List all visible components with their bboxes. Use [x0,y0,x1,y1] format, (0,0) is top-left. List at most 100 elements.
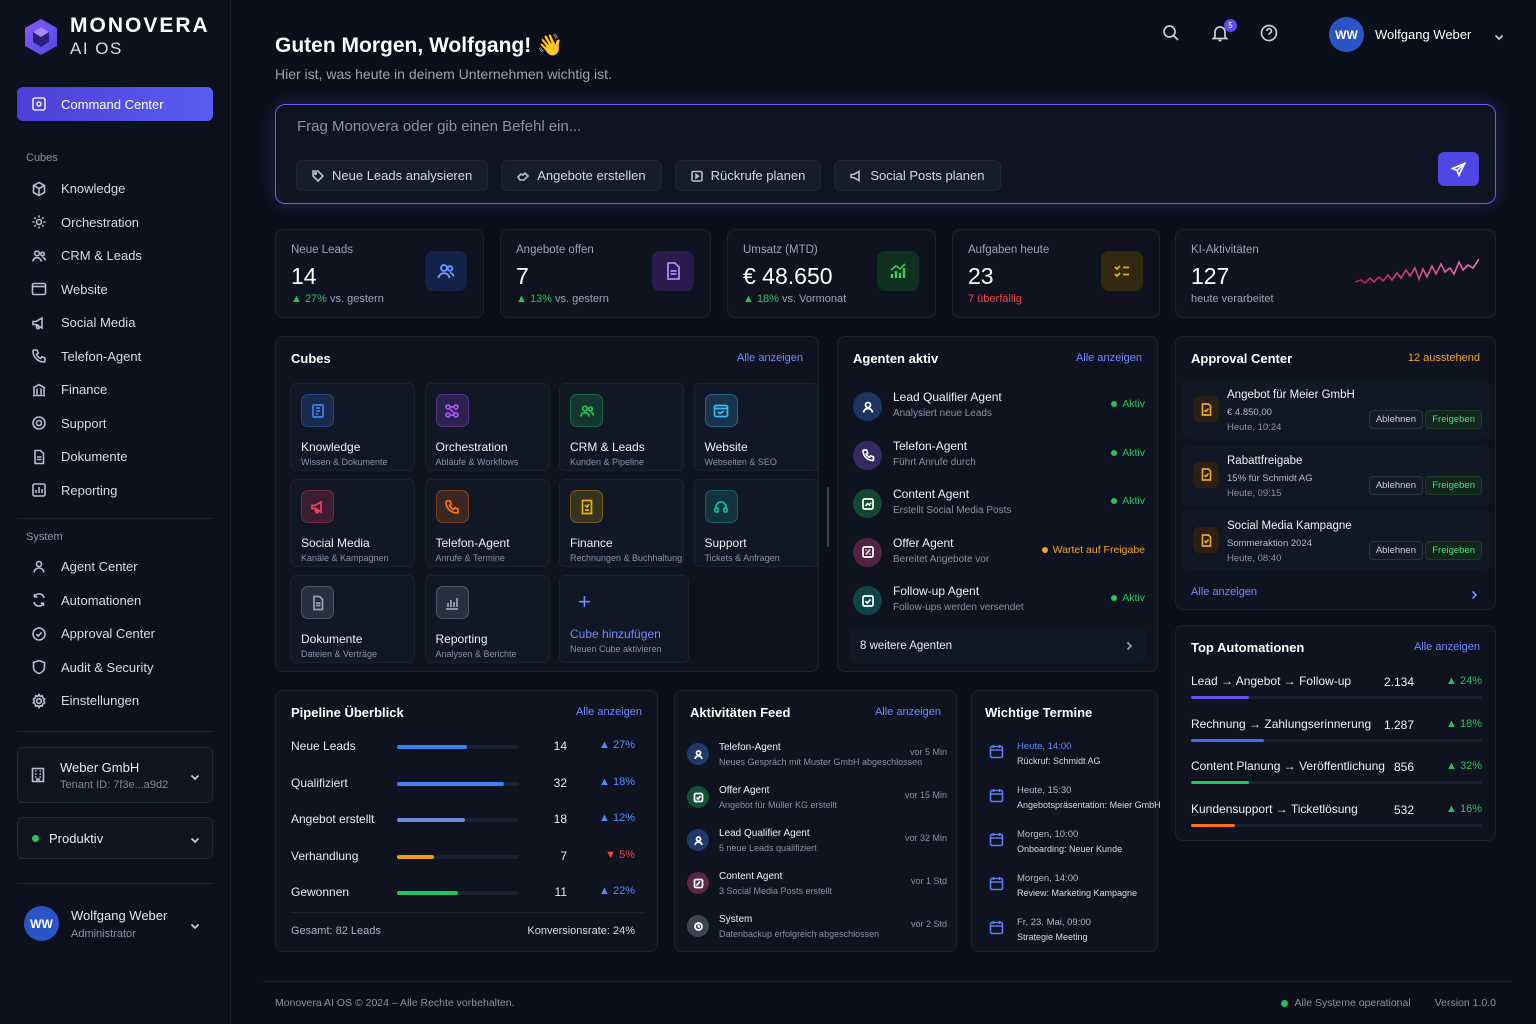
agent-icon [853,537,882,567]
nav-knowledge[interactable]: Knowledge [17,172,213,206]
reject-button[interactable]: Ablehnen [1368,541,1423,560]
pipeline-show-all-link[interactable]: Alle anzeigen [575,706,642,718]
reject-button[interactable]: Ablehnen [1368,475,1423,495]
notification-bell-icon[interactable]: 5 [1211,19,1237,44]
search-icon[interactable] [1162,24,1182,44]
approval-item[interactable]: Social Media Kampagne Sommeraktion 2024 … [1182,511,1490,570]
approve-button[interactable]: Freigeben [1425,475,1482,495]
brand-logo[interactable]: MONOVERA AI OS [24,14,210,60]
nav-audit-security[interactable]: Audit & Security [17,651,213,685]
feed-item[interactable]: System Datenbackup erfolgreich abgeschlo… [687,911,947,951]
agent-row[interactable]: Offer Agent Bereitet Angebote vor Wartet… [853,533,1145,577]
reject-button[interactable]: Ablehnen [1368,410,1423,429]
kpi-card-revenue[interactable]: Umsatz (MTD) € 48.650 ▲ 18% vs. Vormonat [727,229,936,318]
pipeline-stage-row[interactable]: Verhandlung 7 ▼ 5% [291,847,637,867]
users-icon [31,248,47,264]
chip-analyze-leads[interactable]: Neue Leads analysieren [296,160,489,191]
panel-title: Agenten aktiv [853,351,939,366]
kpi-card-ai-activities[interactable]: KI-Aktivitäten 127 heute verarbeitet [1175,229,1496,318]
chip-label: Social Posts planen [870,168,985,183]
appointment-item[interactable]: Heute, 14:00 Rückruf: Schmidt AG [989,739,1159,779]
chip-label: Rückrufe planen [710,168,806,183]
feed-item[interactable]: Offer Agent Angebot für Müller KG erstel… [687,782,947,822]
chip-plan-social-posts[interactable]: Social Posts planen [834,160,1001,191]
pipeline-stage-row[interactable]: Qualifiziert 32 ▲ 18% [291,774,637,794]
automations-show-all-link[interactable]: Alle anzeigen [1413,641,1480,653]
nav-automationen[interactable]: Automationen [17,584,213,618]
nav-dokumente[interactable]: Dokumente [17,440,213,474]
appointment-item[interactable]: Morgen, 10:00 Onboarding: Neuer Kunde [989,827,1159,867]
nav-website[interactable]: Website [17,273,213,307]
automation-row[interactable]: Content Planung → Veröffentlichung 856 ▲… [1191,759,1482,799]
agent-row[interactable]: Telefon-Agent Führt Anrufe durch Aktiv [853,436,1145,480]
nav-crm-leads[interactable]: CRM & Leads [17,239,213,273]
approval-show-all-link[interactable]: Alle anzeigen [1191,586,1258,598]
nav-telefon-agent[interactable]: Telefon-Agent [17,340,213,374]
approve-button[interactable]: Freigeben [1425,410,1482,429]
cube-name: Website [704,440,748,454]
agent-row[interactable]: Content Agent Erstellt Social Media Post… [853,484,1145,528]
feed-item[interactable]: Lead Qualifier Agent 5 neue Leads qualif… [687,825,947,865]
pipeline-stage-row[interactable]: Angebot erstellt 18 ▲ 12% [291,810,637,830]
automation-row[interactable]: Lead → Angebot → Follow-up 2.134 ▲ 24% [1191,674,1482,714]
nav-approval-center[interactable]: Approval Center [17,617,213,651]
send-icon [1451,161,1466,177]
appointment-item[interactable]: Morgen, 14:00 Review: Marketing Kampagne [989,871,1159,911]
cube-card-support[interactable]: Support Tickets & Anfragen [693,479,819,567]
chevron-right-icon[interactable] [1469,588,1479,600]
chip-create-offers[interactable]: Angebote erstellen [501,160,662,191]
cube-card-website[interactable]: Website Webseiten & SEO [693,383,819,471]
agent-status: Aktiv [1111,592,1145,604]
tenant-selector[interactable]: Weber GmbH Tenant ID: 7f3e...a9d2 [17,747,213,803]
approval-item[interactable]: Rabattfreigabe 15% für Schmidt AG Heute,… [1182,445,1490,505]
feed-show-all-link[interactable]: Alle anzeigen [874,706,941,718]
nav-finance[interactable]: Finance [17,373,213,407]
environment-selector[interactable]: Produktiv [17,817,213,859]
sidebar-user-menu[interactable]: WW Wolfgang Weber Administrator [24,906,214,941]
header-user-menu[interactable]: WW Wolfgang Weber [1329,17,1504,52]
cube-card-orchestration[interactable]: Orchestration Abläufe & Workflows [424,383,550,471]
scrollbar[interactable] [827,487,829,547]
cube-card-finance[interactable]: Finance Rechnungen & Buchhaltung [559,479,684,567]
send-button[interactable] [1438,152,1479,186]
cube-card-reporting[interactable]: Reporting Analysen & Berichte [424,575,550,663]
nav-agent-center[interactable]: Agent Center [17,550,213,584]
cubes-show-all-link[interactable]: Alle anzeigen [736,352,803,364]
more-agents-button[interactable]: 8 weitere Agenten [850,629,1146,663]
agent-row[interactable]: Follow-up Agent Follow-ups werden versen… [853,581,1145,625]
cube-card-social-media[interactable]: Social Media Kanäle & Kampagnen [290,479,415,567]
nav-command-center[interactable]: Command Center [17,87,213,121]
help-icon[interactable] [1260,24,1280,44]
cube-card-crm-leads[interactable]: CRM & Leads Kunden & Pipeline [559,383,684,471]
command-input[interactable] [297,118,1197,135]
automation-row[interactable]: Rechnung → Zahlungserinnerung 1.287 ▲ 18… [1191,717,1482,757]
chip-plan-callbacks[interactable]: Rückrufe planen [674,160,822,191]
automation-count: 532 [1393,803,1414,818]
approve-button[interactable]: Freigeben [1425,541,1482,560]
cube-card-dokumente[interactable]: Dokumente Dateien & Verträge [290,575,415,663]
agent-name: Offer Agent [893,535,954,550]
pipeline-stage-row[interactable]: Gewonnen 11 ▲ 22% [291,883,637,903]
nav-einstellungen[interactable]: Einstellungen [17,684,213,718]
feed-item[interactable]: Telefon-Agent Neues Gespräch mit Muster … [687,739,947,779]
kpi-card-open-offers[interactable]: Angebote offen 7 ▲ 13% vs. gestern [500,229,711,318]
appointment-item[interactable]: Heute, 15:30 Angebotspräsentation: Meier… [989,783,1161,823]
add-cube-button[interactable]: + Cube hinzufügen Neuen Cube aktivieren [559,575,689,663]
agents-show-all-link[interactable]: Alle anzeigen [1075,352,1142,364]
cube-card-knowledge[interactable]: Knowledge Wissen & Dokumente [290,383,415,471]
agent-desc: Führt Anrufe durch [893,456,976,468]
cube-card-telefon-agent[interactable]: Telefon-Agent Anrufe & Termine [424,479,550,567]
automation-row[interactable]: Kundensupport → Ticketlösung 532 ▲ 16% [1191,802,1482,842]
stage-name: Qualifiziert [291,775,348,790]
kpi-card-new-leads[interactable]: Neue Leads 14 ▲ 27% vs. gestern [275,229,484,318]
appointment-item[interactable]: Fr, 23. Mai, 09:00 Strategie Meeting [989,915,1159,955]
approval-item[interactable]: Angebot für Meier GmbH € 4.850,00 Heute,… [1182,380,1490,439]
nav-reporting[interactable]: Reporting [17,474,213,508]
agent-row[interactable]: Lead Qualifier Agent Analysiert neue Lea… [853,387,1145,431]
nav-orchestration[interactable]: Orchestration [17,206,213,240]
feed-item[interactable]: Content Agent 3 Social Media Posts erste… [687,868,947,908]
kpi-card-tasks-today[interactable]: Aufgaben heute 23 7 überfällig [952,229,1160,318]
nav-support[interactable]: Support [17,407,213,441]
pipeline-stage-row[interactable]: Neue Leads 14 ▲ 27% [291,737,637,757]
nav-social-media[interactable]: Social Media [17,306,213,340]
